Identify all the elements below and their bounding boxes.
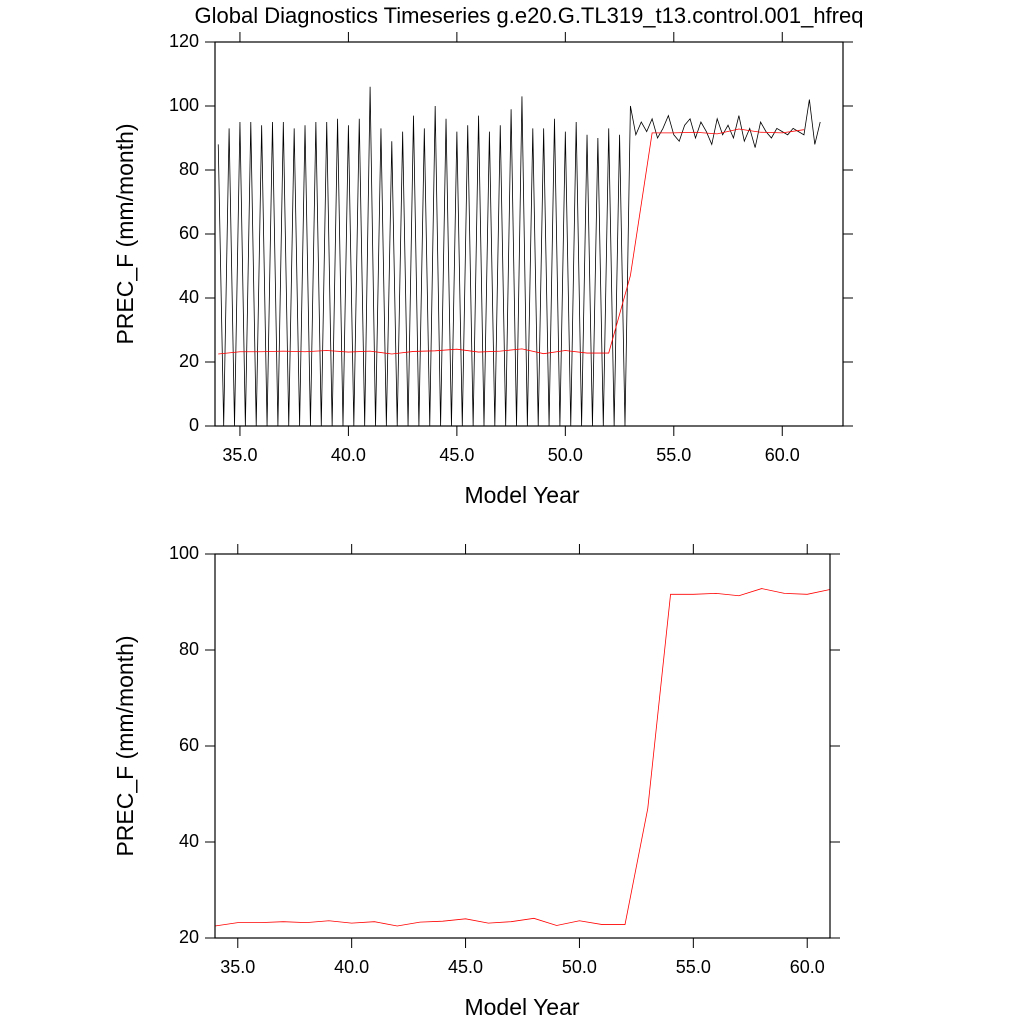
data-line <box>217 86 821 427</box>
x-tick-label: 35.0 <box>220 957 255 977</box>
x-tick-label: 35.0 <box>222 445 257 465</box>
x-tick-label: 40.0 <box>334 957 369 977</box>
y-axis-label: PREC_F (mm/month) <box>112 123 138 344</box>
y-tick-label: 60 <box>179 735 199 755</box>
y-tick-label: 80 <box>179 639 199 659</box>
y-tick-label: 20 <box>179 351 199 371</box>
x-tick-label: 60.0 <box>790 957 825 977</box>
y-tick-label: 60 <box>179 223 199 243</box>
x-tick-label: 45.0 <box>448 957 483 977</box>
data-line <box>214 588 831 927</box>
y-axis-label: PREC_F (mm/month) <box>112 635 138 856</box>
y-tick-label: 80 <box>179 159 199 179</box>
x-tick-label: 55.0 <box>656 445 691 465</box>
y-tick-label: 20 <box>179 927 199 947</box>
x-tick-label: 50.0 <box>562 957 597 977</box>
chart-title: Global Diagnostics Timeseries g.e20.G.TL… <box>195 3 864 28</box>
x-tick-label: 40.0 <box>331 445 366 465</box>
data-line <box>218 128 805 355</box>
y-tick-label: 120 <box>169 31 199 51</box>
x-tick-label: 55.0 <box>676 957 711 977</box>
y-tick-label: 40 <box>179 287 199 307</box>
x-tick-label: 45.0 <box>439 445 474 465</box>
x-tick-label: 50.0 <box>548 445 583 465</box>
y-tick-label: 100 <box>169 543 199 563</box>
plot-frame <box>214 553 831 939</box>
y-tick-label: 100 <box>169 95 199 115</box>
x-axis-label: Model Year <box>464 482 579 508</box>
y-tick-label: 0 <box>189 415 199 435</box>
x-tick-label: 60.0 <box>765 445 800 465</box>
y-tick-label: 40 <box>179 831 199 851</box>
x-axis-label: Model Year <box>464 994 579 1020</box>
